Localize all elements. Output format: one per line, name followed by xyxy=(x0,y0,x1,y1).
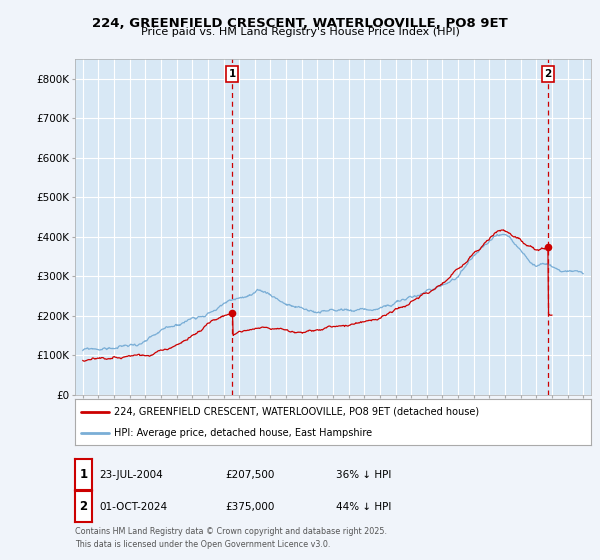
Text: 23-JUL-2004: 23-JUL-2004 xyxy=(99,470,163,479)
Text: £375,000: £375,000 xyxy=(225,502,274,511)
Text: Contains HM Land Registry data © Crown copyright and database right 2025.: Contains HM Land Registry data © Crown c… xyxy=(75,528,387,536)
Text: This data is licensed under the Open Government Licence v3.0.: This data is licensed under the Open Gov… xyxy=(75,540,331,549)
Text: 1: 1 xyxy=(229,69,236,79)
Text: 224, GREENFIELD CRESCENT, WATERLOOVILLE, PO8 9ET (detached house): 224, GREENFIELD CRESCENT, WATERLOOVILLE,… xyxy=(114,407,479,417)
Text: 2: 2 xyxy=(544,69,551,79)
Text: 44% ↓ HPI: 44% ↓ HPI xyxy=(336,502,391,511)
Text: 1: 1 xyxy=(79,468,88,481)
Text: 224, GREENFIELD CRESCENT, WATERLOOVILLE, PO8 9ET: 224, GREENFIELD CRESCENT, WATERLOOVILLE,… xyxy=(92,17,508,30)
Text: Price paid vs. HM Land Registry's House Price Index (HPI): Price paid vs. HM Land Registry's House … xyxy=(140,27,460,37)
Text: £207,500: £207,500 xyxy=(225,470,274,479)
Text: 2: 2 xyxy=(79,500,88,513)
Text: 36% ↓ HPI: 36% ↓ HPI xyxy=(336,470,391,479)
Text: HPI: Average price, detached house, East Hampshire: HPI: Average price, detached house, East… xyxy=(114,428,372,438)
Text: 01-OCT-2024: 01-OCT-2024 xyxy=(99,502,167,511)
